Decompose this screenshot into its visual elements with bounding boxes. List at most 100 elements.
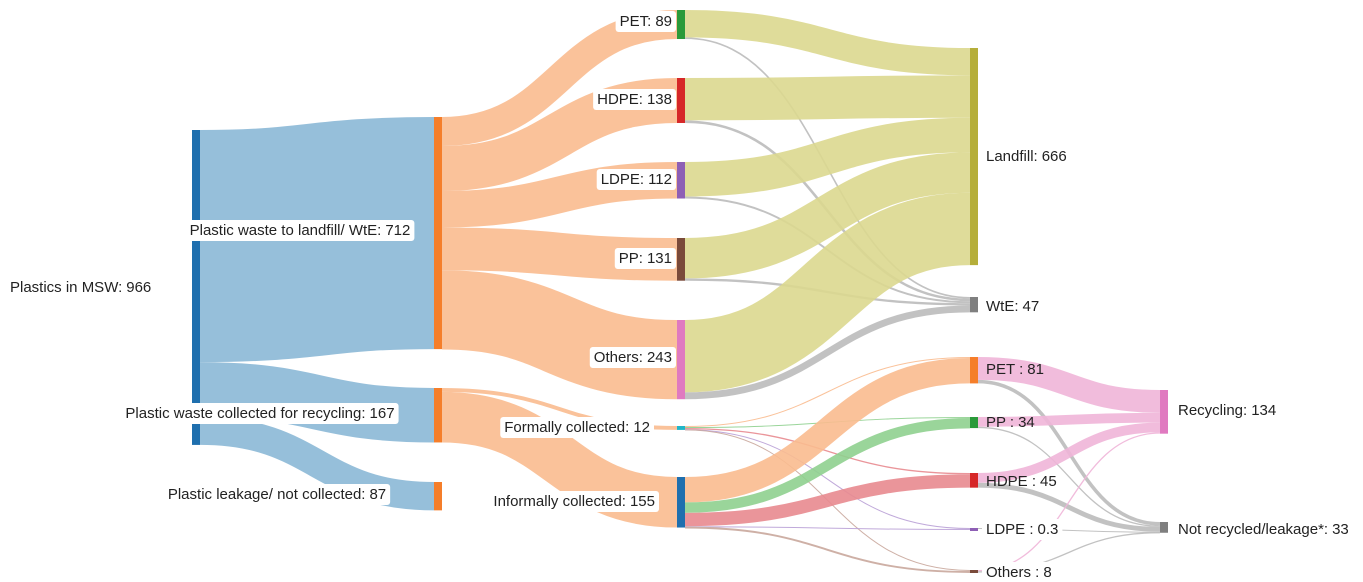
label-name: WtE: xyxy=(986,298,1019,315)
nodes xyxy=(192,10,1168,573)
label-background xyxy=(982,518,1063,540)
label-name: Informally collected: xyxy=(493,493,626,510)
node xyxy=(970,48,978,266)
label-name: PP : xyxy=(986,414,1014,431)
label-name: Others : xyxy=(986,564,1039,581)
node xyxy=(434,388,442,443)
label-text: Landfill: 666 xyxy=(986,148,1067,165)
label-value: 8 xyxy=(1043,564,1051,581)
label-text: HDPE: 138 xyxy=(597,91,672,108)
label-name: PET: xyxy=(620,13,652,30)
node xyxy=(677,238,685,281)
label-name: Others: xyxy=(594,349,643,366)
label-background xyxy=(500,416,654,438)
node-label: LDPE :0.3 xyxy=(982,518,1063,540)
label-name: PP: xyxy=(619,250,643,267)
label-value: 666 xyxy=(1042,148,1067,165)
label-background xyxy=(163,483,391,505)
label-value: 89 xyxy=(655,13,672,30)
label-name: Plastic waste to landfill/ WtE: xyxy=(190,222,382,239)
label-name: Landfill: xyxy=(986,148,1038,165)
label-name: HDPE : xyxy=(986,473,1036,490)
label-name: Plastics in MSW: xyxy=(10,279,122,296)
label-text: PET :81 xyxy=(986,361,1044,378)
label-background xyxy=(121,402,399,424)
label-value: 87 xyxy=(369,486,386,503)
node-label: PP: 131 xyxy=(614,247,676,269)
node xyxy=(677,78,685,123)
link xyxy=(684,75,971,121)
link xyxy=(684,305,971,400)
link xyxy=(684,10,971,76)
node xyxy=(677,426,685,430)
label-background xyxy=(489,490,659,512)
node xyxy=(970,417,978,429)
node-label: WtE: 47 xyxy=(986,298,1039,315)
node xyxy=(970,357,978,384)
label-value: 47 xyxy=(1023,298,1040,315)
node-label: Formally collected: 12 xyxy=(500,416,654,438)
node xyxy=(970,297,978,313)
label-text: WtE: 47 xyxy=(986,298,1039,315)
label-text: Informally collected: 155 xyxy=(493,493,655,510)
label-value: 167 xyxy=(370,405,395,422)
node-label: HDPE: 138 xyxy=(593,88,676,110)
label-text: Others: 243 xyxy=(594,349,672,366)
link xyxy=(199,416,435,511)
label-name: Recycling: xyxy=(1178,402,1247,419)
node xyxy=(677,477,685,528)
node xyxy=(1160,522,1168,533)
label-text: Formally collected: 12 xyxy=(504,419,650,436)
node-label: Others :8 xyxy=(982,561,1056,582)
label-name: Not recycled/leakage*: xyxy=(1178,521,1328,538)
label-text: LDPE :0.3 xyxy=(986,521,1058,538)
node-label: Plastic waste collected for recycling: 16… xyxy=(121,402,399,424)
label-background xyxy=(982,561,1056,582)
link xyxy=(684,428,971,475)
link xyxy=(684,152,971,279)
label-value: 712 xyxy=(385,222,410,239)
link xyxy=(977,422,1161,483)
label-text: PET: 89 xyxy=(620,13,672,30)
label-text: Plastic leakage/ not collected: 87 xyxy=(168,486,386,503)
node xyxy=(1160,390,1168,434)
label-text: Plastic waste collected for recycling: 16… xyxy=(125,405,394,422)
label-name: LDPE: xyxy=(601,171,644,188)
label-value: 34 xyxy=(1018,414,1035,431)
label-value: 138 xyxy=(647,91,672,108)
label-text: Others :8 xyxy=(986,564,1052,581)
label-value: 81 xyxy=(1027,361,1044,378)
labels: Plastics in MSW: 966 Plastic waste to land… xyxy=(10,10,1349,582)
link xyxy=(684,526,971,530)
node-label: Plastic waste to landfill/ WtE: 712 xyxy=(185,219,415,241)
link xyxy=(684,429,971,529)
link xyxy=(977,412,1161,427)
label-text: LDPE: 112 xyxy=(601,171,672,188)
label-value: 0.3 xyxy=(1038,521,1059,538)
link xyxy=(684,418,971,513)
label-text: Recycling: 134 xyxy=(1178,402,1276,419)
label-value: 131 xyxy=(647,250,672,267)
label-background xyxy=(185,219,415,241)
node xyxy=(677,10,685,40)
label-name: LDPE : xyxy=(986,521,1034,538)
label-name: HDPE: xyxy=(597,91,643,108)
node xyxy=(677,162,685,199)
node-label: PET: 89 xyxy=(615,10,676,32)
node xyxy=(677,320,685,400)
label-name: Plastic waste collected for recycling: xyxy=(125,405,365,422)
node-label: Plastic leakage/ not collected: 87 xyxy=(163,483,391,505)
node-label: PET :81 xyxy=(986,361,1044,378)
label-value: 12 xyxy=(633,419,650,436)
link xyxy=(683,192,972,393)
node-label: HDPE :45 xyxy=(986,473,1057,490)
node xyxy=(434,117,442,350)
label-text: PP :34 xyxy=(986,414,1035,431)
label-value: 112 xyxy=(648,171,672,188)
label-value: 155 xyxy=(630,493,655,510)
node xyxy=(434,482,442,511)
label-value: 134 xyxy=(1251,402,1276,419)
label-text: Plastics in MSW: 966 xyxy=(10,279,151,296)
label-background xyxy=(614,247,676,269)
